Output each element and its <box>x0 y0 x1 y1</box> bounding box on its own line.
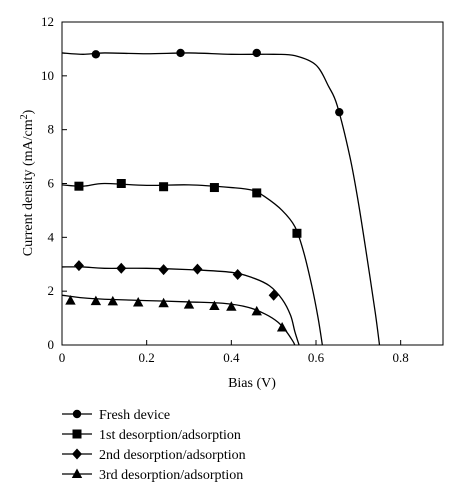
legend-label: Fresh device <box>99 408 170 423</box>
data-point-square <box>209 183 219 193</box>
x-tick-label: 0.4 <box>223 350 240 365</box>
data-point-circle <box>91 50 101 59</box>
data-point-triangle <box>90 295 102 306</box>
data-point-triangle <box>183 299 195 309</box>
legend-marker-diamond <box>72 448 82 460</box>
legend-label: 1st desorption/adsorption <box>99 428 241 443</box>
data-point-circle <box>335 107 344 117</box>
y-tick-label: 0 <box>48 337 55 352</box>
y-axis-title-superscript: 2 <box>19 114 30 119</box>
legend-marker-square <box>72 429 82 439</box>
y-tick-label: 6 <box>48 176 55 191</box>
data-point-diamond <box>232 268 243 280</box>
data-point-triangle <box>107 295 118 306</box>
data-point-diamond <box>268 289 279 301</box>
data-point-triangle <box>65 295 76 305</box>
series-line-4 <box>61 294 296 346</box>
series-line-3 <box>61 266 300 346</box>
data-point-square <box>159 182 169 192</box>
y-axis-title: Current density (mA/cm2) <box>19 109 36 256</box>
data-point-square <box>74 181 84 191</box>
data-point-triangle <box>251 305 262 316</box>
series-markers <box>65 48 344 332</box>
legend-label: 2nd desorption/adsorption <box>99 448 246 463</box>
y-tick-label: 2 <box>48 283 55 298</box>
series-line-2 <box>61 182 323 346</box>
y-tick-label: 12 <box>41 14 54 29</box>
data-point-triangle <box>158 297 169 308</box>
data-point-diamond <box>73 260 84 272</box>
legend: Fresh device 1st desorption/adsorption 2nd… <box>62 408 246 483</box>
data-point-square <box>292 228 302 238</box>
data-point-circle <box>176 48 185 58</box>
x-axis-title: Bias (V) <box>228 376 276 391</box>
y-tick-label: 10 <box>41 68 54 83</box>
data-point-diamond <box>192 263 203 275</box>
data-point-triangle <box>226 301 237 311</box>
legend-marker-circle <box>72 409 82 419</box>
data-point-triangle <box>133 296 144 307</box>
series-curves <box>61 52 381 346</box>
axis-ticks: 0 0.2 0.4 0.6 0.8 0 2 4 6 8 10 12 <box>41 14 409 365</box>
y-tick-label: 8 <box>48 122 55 137</box>
data-point-square <box>252 188 262 198</box>
x-tick-label: 0 <box>59 350 66 365</box>
data-point-diamond <box>158 264 169 276</box>
legend-label: 3rd desorption/adsorption <box>99 468 243 483</box>
data-point-triangle <box>209 300 220 310</box>
data-point-diamond <box>116 262 127 274</box>
x-tick-label: 0.6 <box>308 350 325 365</box>
data-point-circle <box>252 48 261 58</box>
data-point-triangle <box>276 322 288 332</box>
x-tick-label: 0.2 <box>139 350 155 365</box>
series-line-1 <box>61 52 381 346</box>
y-tick-label: 4 <box>48 229 55 244</box>
legend-marker-triangle <box>71 468 83 478</box>
data-point-square <box>116 179 126 188</box>
x-tick-label: 0.8 <box>393 350 409 365</box>
